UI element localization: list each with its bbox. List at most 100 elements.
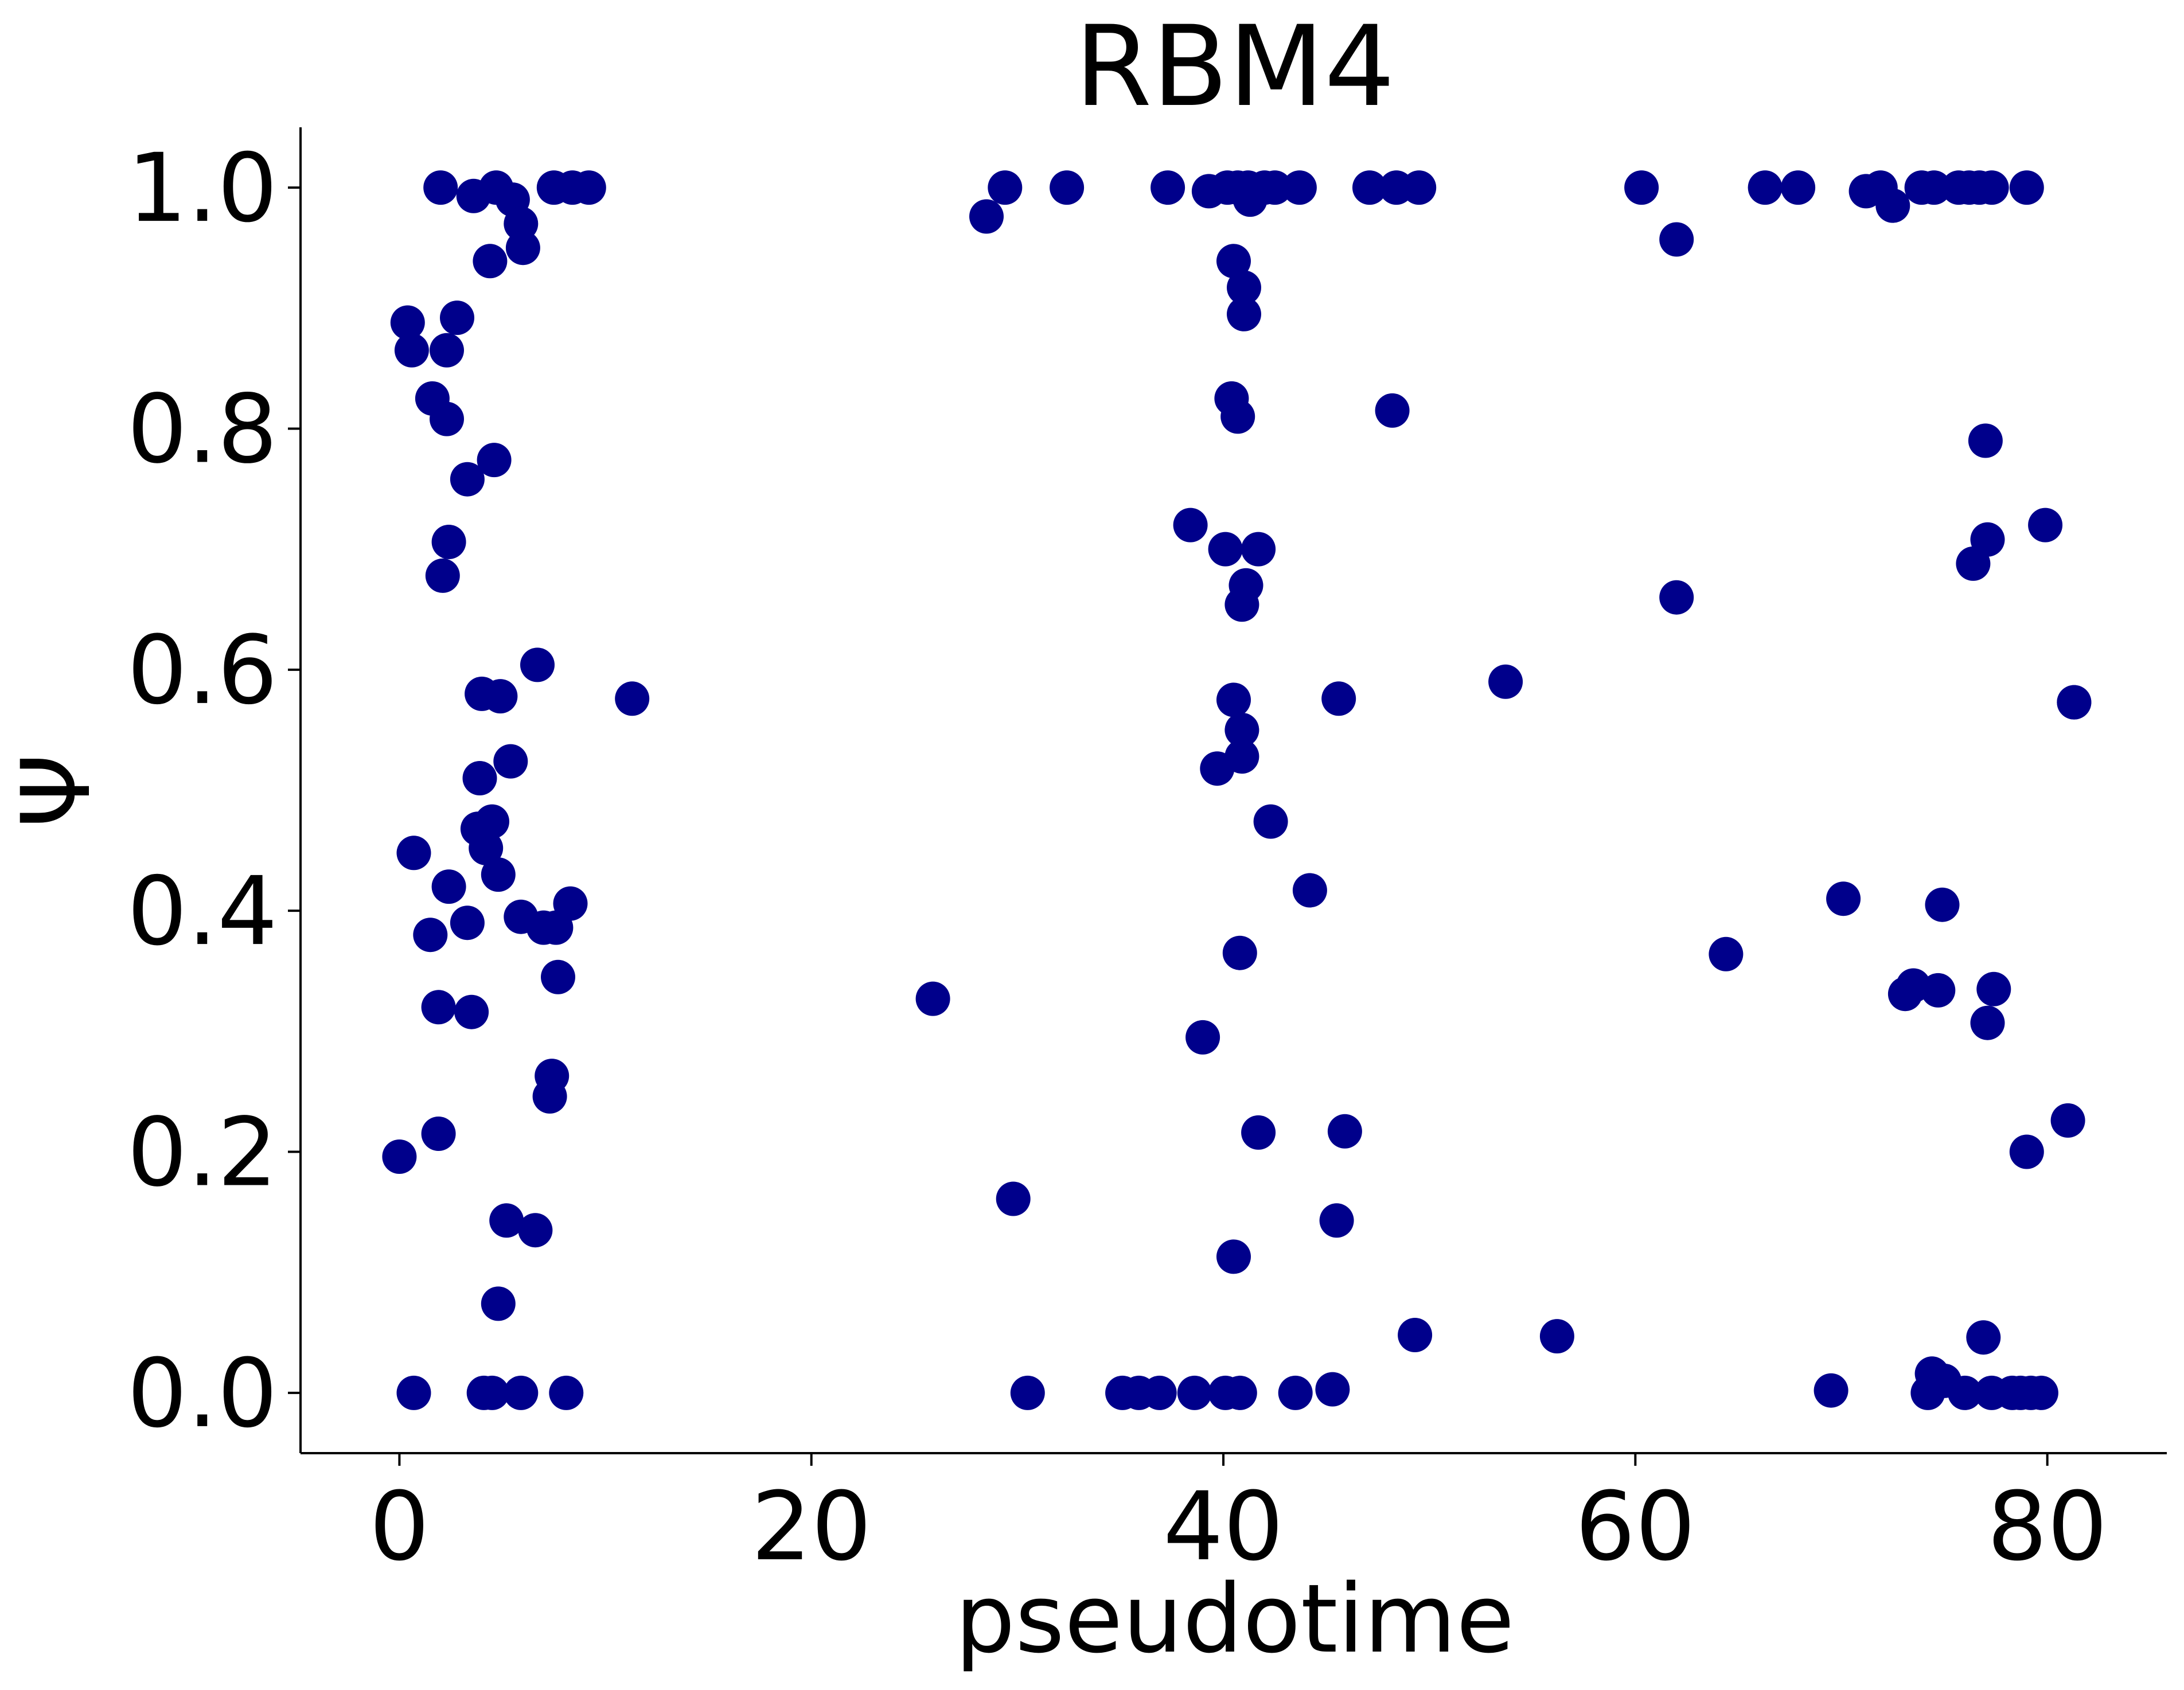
data-point xyxy=(431,525,466,559)
data-point xyxy=(454,994,489,1029)
data-point xyxy=(450,906,485,940)
data-point xyxy=(1222,1375,1257,1410)
data-point xyxy=(1173,508,1208,542)
data-point xyxy=(1050,170,1085,205)
data-point xyxy=(549,1375,584,1410)
data-point xyxy=(1398,1318,1433,1352)
data-point xyxy=(1748,170,1783,205)
data-point xyxy=(1241,1115,1276,1150)
data-point xyxy=(2009,1134,2044,1169)
y-axis-ticks: 0.0 0.2 0.4 0.6 0.8 1.0 xyxy=(127,133,301,1449)
data-point xyxy=(1917,170,1952,205)
data-point xyxy=(1624,170,1659,205)
data-point xyxy=(2050,1103,2085,1138)
data-point xyxy=(382,1139,417,1174)
y-tick-label: 0.6 xyxy=(127,615,278,725)
x-tick-label: 20 xyxy=(751,1472,872,1582)
data-point xyxy=(450,462,485,497)
x-tick-label: 40 xyxy=(1163,1472,1284,1582)
data-point xyxy=(1227,296,1261,331)
data-point xyxy=(425,558,460,593)
data-point xyxy=(1185,1020,1220,1055)
data-point xyxy=(469,830,504,865)
data-point xyxy=(1659,580,1694,615)
data-point xyxy=(1224,712,1259,747)
data-point xyxy=(504,1375,539,1410)
data-point xyxy=(1227,270,1261,305)
data-point xyxy=(1921,973,1956,1008)
data-point xyxy=(1319,1203,1354,1238)
data-point xyxy=(473,244,508,279)
data-point xyxy=(1216,244,1251,279)
data-point xyxy=(1970,1005,2005,1040)
data-point xyxy=(431,869,466,904)
data-point xyxy=(2057,685,2092,720)
data-point xyxy=(423,170,458,205)
data-point xyxy=(520,647,555,682)
data-point xyxy=(1709,936,1744,971)
data-point xyxy=(1970,522,2005,557)
x-axis-label: pseudotime xyxy=(955,1564,1514,1674)
data-point xyxy=(1974,170,2009,205)
data-point xyxy=(430,333,464,368)
data-point xyxy=(430,401,464,436)
data-point xyxy=(1282,170,1317,205)
data-point xyxy=(996,1181,1031,1216)
data-point xyxy=(1352,170,1387,205)
x-tick-label: 80 xyxy=(1987,1472,2108,1582)
data-point xyxy=(421,990,456,1025)
data-point xyxy=(1402,170,1437,205)
data-point xyxy=(553,886,588,921)
data-point xyxy=(475,1375,509,1410)
data-point xyxy=(1321,681,1356,716)
data-point xyxy=(1216,1239,1251,1274)
data-point xyxy=(396,836,431,871)
data-point xyxy=(1150,170,1185,205)
data-point xyxy=(390,305,425,340)
data-point xyxy=(1781,170,1816,205)
data-point xyxy=(1488,664,1523,699)
data-point xyxy=(2028,508,2063,542)
y-tick-label: 0.8 xyxy=(127,374,278,484)
data-point xyxy=(988,170,1023,205)
data-point xyxy=(1278,1375,1313,1410)
y-tick-label: 0.2 xyxy=(127,1098,278,1208)
data-point xyxy=(462,761,497,795)
data-point xyxy=(1327,1114,1362,1149)
data-point xyxy=(1315,1372,1350,1407)
data-point xyxy=(1925,887,1960,922)
data-point xyxy=(1142,1375,1177,1410)
data-point xyxy=(413,918,448,953)
data-point xyxy=(1375,393,1410,428)
data-point xyxy=(541,959,575,994)
y-tick-label: 0.0 xyxy=(127,1338,278,1449)
x-tick-label: 60 xyxy=(1575,1472,1695,1582)
data-point xyxy=(1208,532,1243,567)
data-point xyxy=(1228,568,1263,603)
data-point xyxy=(2009,170,2044,205)
data-point xyxy=(1010,1375,1045,1410)
data-point xyxy=(571,170,606,205)
data-point xyxy=(481,1286,516,1321)
data-point xyxy=(396,1375,431,1410)
data-point xyxy=(1968,423,2003,458)
data-point xyxy=(489,1203,524,1238)
data-point xyxy=(532,1079,567,1114)
data-point xyxy=(505,231,540,266)
data-point xyxy=(1826,881,1861,916)
data-point xyxy=(1292,873,1327,908)
data-point xyxy=(1659,222,1694,257)
data-point xyxy=(1813,1373,1848,1408)
data-point xyxy=(969,199,1004,234)
data-point xyxy=(1539,1319,1574,1354)
x-axis-ticks: 0 20 40 60 80 xyxy=(369,1453,2108,1582)
data-point xyxy=(2023,1375,2058,1410)
data-point xyxy=(1216,682,1251,717)
data-point xyxy=(1253,804,1288,839)
data-points xyxy=(382,170,2092,1410)
x-tick-label: 0 xyxy=(369,1472,430,1582)
data-point xyxy=(1224,739,1259,774)
data-point xyxy=(483,679,518,714)
data-point xyxy=(518,1213,553,1248)
